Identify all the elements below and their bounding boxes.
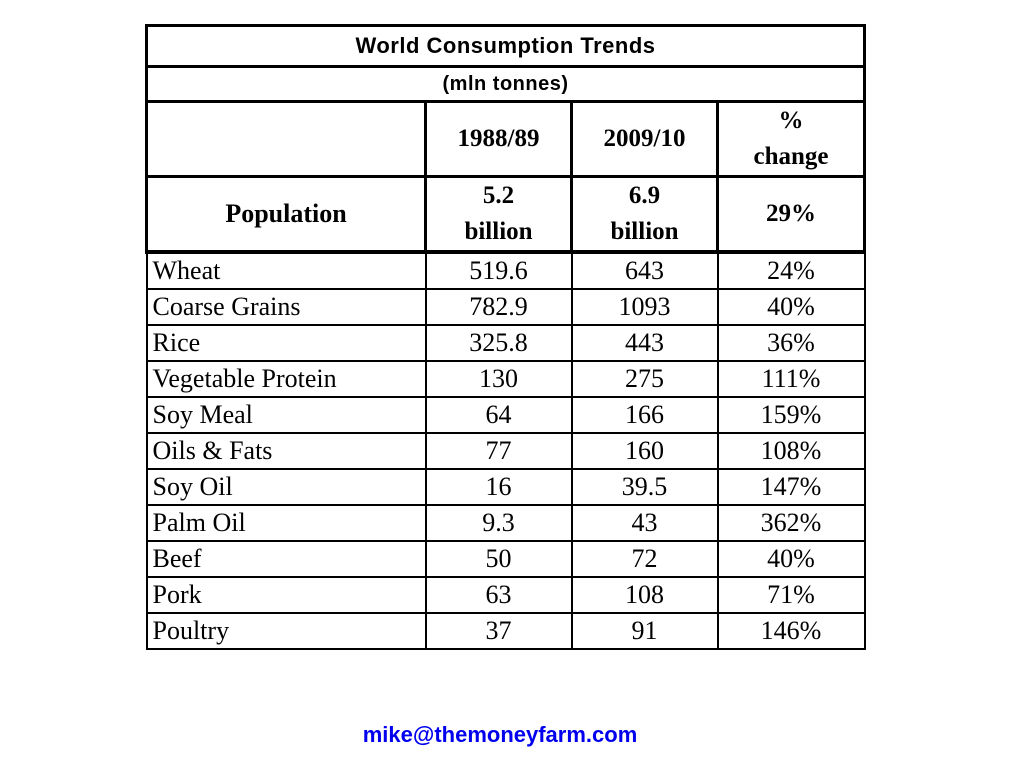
row-item-label: Vegetable Protein <box>145 360 427 398</box>
row-percent-change: 40% <box>716 288 866 326</box>
row-item-label: Coarse Grains <box>145 288 427 326</box>
row-percent-change: 147% <box>716 468 866 506</box>
consumption-table: World Consumption Trends (mln tonnes) 19… <box>144 24 867 650</box>
row-item-label: Oils & Fats <box>145 432 427 470</box>
table-row: Soy Meal 64 166 159% <box>145 396 866 434</box>
population-year1-unit: billion <box>464 218 533 245</box>
row-value-2009: 166 <box>570 396 719 434</box>
row-value-2009: 39.5 <box>570 468 719 506</box>
row-value-1988: 63 <box>424 576 573 614</box>
row-value-2009: 160 <box>570 432 719 470</box>
row-value-2009: 443 <box>570 324 719 362</box>
row-item-label: Pork <box>145 576 427 614</box>
header-change-line1: % <box>778 107 804 134</box>
row-percent-change: 111% <box>716 360 866 398</box>
row-value-2009: 72 <box>570 540 719 578</box>
row-percent-change: 108% <box>716 432 866 470</box>
population-change: 29% <box>715 175 867 254</box>
header-year1: 1988/89 <box>424 100 573 178</box>
population-year1-value: 5.2 <box>482 182 515 209</box>
row-item-label: Beef <box>145 540 427 578</box>
consumption-table-container: World Consumption Trends (mln tonnes) 19… <box>144 24 867 650</box>
row-value-1988: 77 <box>424 432 573 470</box>
table-row: Beef 50 72 40% <box>145 540 866 578</box>
table-row: Wheat 519.6 643 24% <box>145 250 866 290</box>
table-row: Poultry 37 91 146% <box>145 612 866 650</box>
population-year1: 5.2 billion <box>424 175 573 254</box>
row-value-2009: 275 <box>570 360 719 398</box>
population-row: Population 5.2 billion 6.9 billion 29% <box>145 175 867 254</box>
header-change: % change <box>715 100 867 178</box>
table-row: Soy Oil 16 39.5 147% <box>145 468 866 506</box>
table-row: Coarse Grains 782.9 1093 40% <box>145 288 866 326</box>
row-value-1988: 37 <box>424 612 573 650</box>
population-label: Population <box>145 175 427 254</box>
row-percent-change: 40% <box>716 540 866 578</box>
row-value-1988: 130 <box>424 360 573 398</box>
row-item-label: Poultry <box>145 612 427 650</box>
table-row: Palm Oil 9.3 43 362% <box>145 504 866 542</box>
table-subtitle: (mln tonnes) <box>144 65 867 102</box>
row-value-2009: 108 <box>570 576 719 614</box>
table-row: Pork 63 108 71% <box>145 576 866 614</box>
table-title: World Consumption Trends <box>144 24 867 68</box>
population-year2: 6.9 billion <box>570 175 719 254</box>
row-value-1988: 16 <box>424 468 573 506</box>
row-item-label: Soy Meal <box>145 396 427 434</box>
header-blank <box>145 100 427 178</box>
row-value-1988: 519.6 <box>424 250 573 290</box>
title-row: World Consumption Trends <box>144 24 867 68</box>
row-value-1988: 782.9 <box>424 288 573 326</box>
header-year2: 2009/10 <box>570 100 719 178</box>
row-value-1988: 64 <box>424 396 573 434</box>
row-value-2009: 1093 <box>570 288 719 326</box>
row-item-label: Rice <box>145 324 427 362</box>
table-row: Oils & Fats 77 160 108% <box>145 432 866 470</box>
row-value-2009: 643 <box>570 250 719 290</box>
row-percent-change: 362% <box>716 504 866 542</box>
row-value-2009: 91 <box>570 612 719 650</box>
row-value-1988: 50 <box>424 540 573 578</box>
row-percent-change: 71% <box>716 576 866 614</box>
table-row: Rice 325.8 443 36% <box>145 324 866 362</box>
table-row: Vegetable Protein 130 275 111% <box>145 360 866 398</box>
row-percent-change: 159% <box>716 396 866 434</box>
row-value-1988: 9.3 <box>424 504 573 542</box>
population-year2-value: 6.9 <box>628 182 661 209</box>
row-percent-change: 24% <box>716 250 866 290</box>
row-item-label: Wheat <box>145 250 427 290</box>
row-item-label: Soy Oil <box>145 468 427 506</box>
row-percent-change: 146% <box>716 612 866 650</box>
row-value-1988: 325.8 <box>424 324 573 362</box>
row-item-label: Palm Oil <box>145 504 427 542</box>
population-year2-unit: billion <box>610 218 679 245</box>
contact-email-link[interactable]: mike@themoneyfarm.com <box>362 722 638 747</box>
row-percent-change: 36% <box>716 324 866 362</box>
subtitle-row: (mln tonnes) <box>144 65 867 102</box>
header-row: 1988/89 2009/10 % change <box>145 100 867 178</box>
row-value-2009: 43 <box>570 504 719 542</box>
header-change-line2: change <box>753 143 829 170</box>
